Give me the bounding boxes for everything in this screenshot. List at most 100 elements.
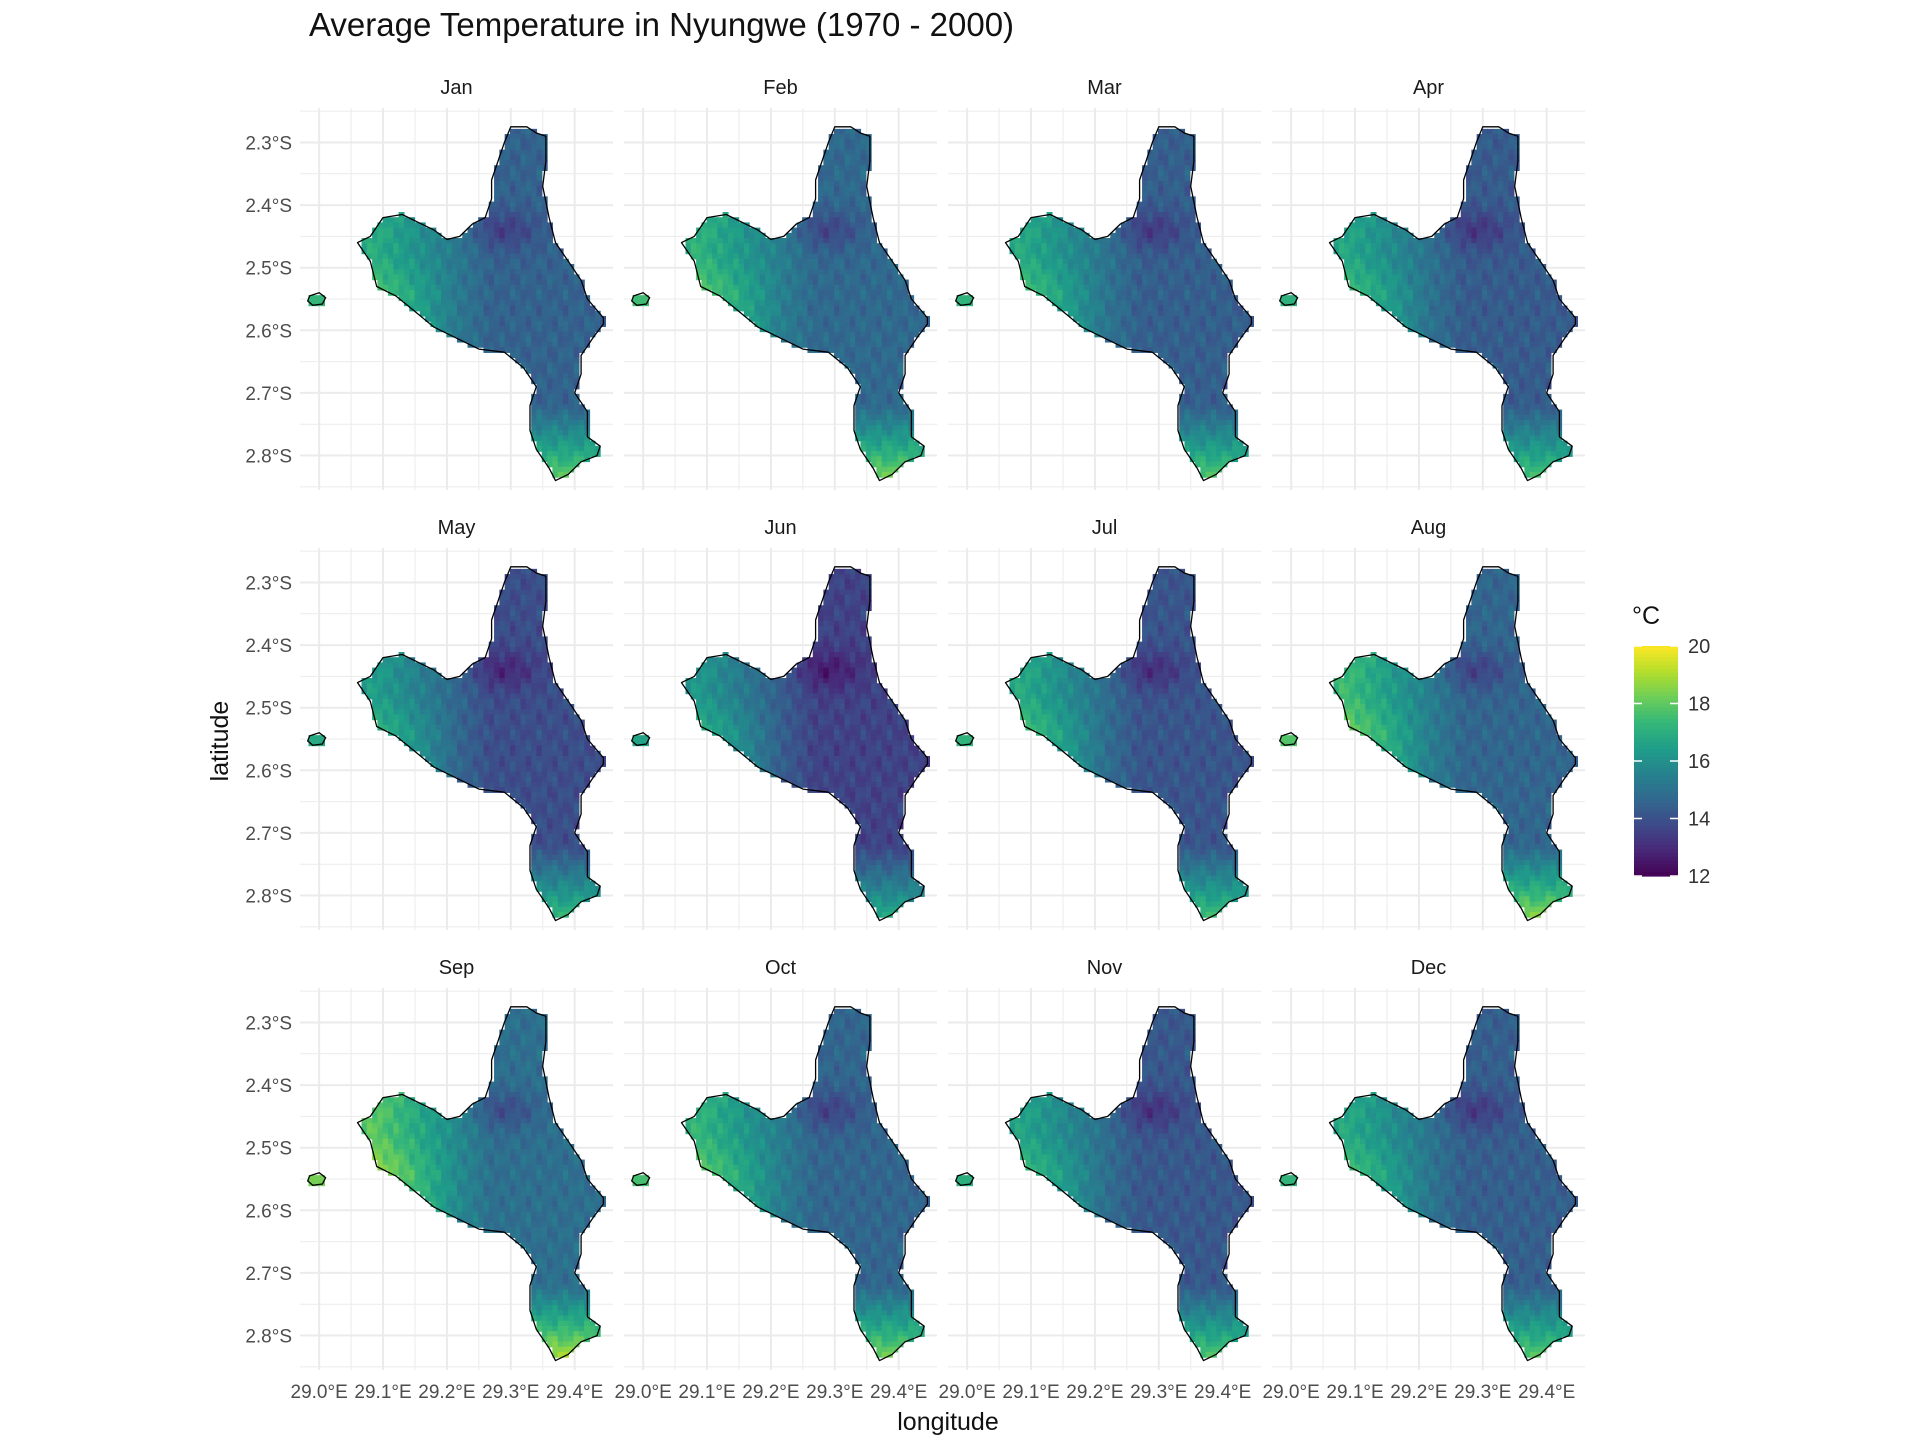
temperature-cell [1046,279,1053,286]
temperature-cell [1540,310,1547,317]
temperature-cell [1460,310,1467,317]
temperature-cell [1184,284,1191,291]
temperature-cell [1540,269,1547,275]
temperature-cell [1407,232,1414,239]
temperature-cell [818,347,824,353]
temperature-cell [881,466,888,473]
temperature-cell [425,274,432,281]
temperature-cell [807,284,814,291]
temperature-cell [786,258,793,265]
temperature-cell [860,212,867,218]
temperature-cell [796,295,803,301]
temperature-cell [871,445,877,452]
temperature-cell [547,238,553,244]
temperature-cell [441,300,447,307]
temperature-cell [1487,274,1494,281]
temperature-cell [1142,274,1148,281]
temperature-cell [1089,253,1095,260]
temperature-cell [488,336,495,343]
temperature-cell [382,269,389,275]
temperature-cell [1534,373,1541,379]
temperature-cell [855,399,862,405]
temperature-cell [1561,315,1568,322]
temperature-cell [1221,362,1228,369]
temperature-cell [1540,331,1547,338]
temperature-cell [509,263,516,270]
temperature-cell [541,315,548,322]
temperature-cell [483,243,490,250]
temperature-cell [1497,357,1504,364]
temperature-cell [531,393,538,400]
temperature-cell [1184,160,1191,166]
temperature-cell [536,367,543,374]
temperature-cell [860,274,867,281]
temperature-cell [1179,284,1186,291]
temperature-cell [1163,196,1170,203]
temperature-cell [419,248,426,255]
temperature-cell [770,279,777,286]
temperature-cell [701,279,708,286]
temperature-cell [791,274,798,281]
temperature-cell [547,232,553,239]
temperature-cell [1423,248,1430,255]
temperature-cell [1221,310,1228,317]
temperature-cell [536,404,543,411]
temperature-cell [1508,331,1515,338]
temperature-cell [1524,315,1531,322]
temperature-cell [1163,170,1170,177]
temperature-cell [775,289,782,296]
temperature-cell [1120,305,1127,312]
temperature-cell [1450,279,1457,286]
temperature-cell [552,263,559,270]
temperature-cell [1365,243,1372,250]
temperature-cell [1083,279,1090,286]
temperature-cell [1513,243,1520,250]
temperature-cell [1540,347,1547,353]
temperature-cell [754,258,761,265]
temperature-cell [1078,295,1085,301]
temperature-cell [1370,227,1377,234]
temperature-cell [515,310,522,317]
temperature-cell [499,217,506,224]
temperature-cell [1051,253,1058,260]
temperature-cell [1360,279,1366,286]
temperature-cell [1428,274,1435,281]
temperature-cell [1104,269,1111,275]
temperature-cell [897,378,904,385]
temperature-cell [765,243,771,250]
temperature-cell [1354,284,1361,291]
temperature-cell [1524,258,1531,265]
temperature-cell [770,269,777,275]
temperature-cell [849,269,856,275]
temperature-cell [1434,336,1441,343]
temperature-cell [1046,238,1053,244]
temperature-cell [573,274,580,281]
temperature-cell [1152,326,1159,333]
temperature-cell [722,295,729,301]
temperature-cell [886,367,893,374]
temperature-cell [802,326,809,333]
temperature-cell [504,170,511,177]
temperature-cell [1126,315,1133,322]
temperature-cell [1370,243,1377,250]
temperature-cell [1152,154,1159,161]
temperature-cell [833,315,840,322]
temperature-cell [855,289,862,296]
temperature-cell [525,341,532,348]
temperature-cell [1487,279,1494,286]
temperature-cell [1036,263,1042,270]
temperature-cell [494,201,500,208]
temperature-cell [1152,284,1159,291]
temperature-cell [802,279,809,286]
temperature-cell [1099,326,1106,333]
temperature-cell [584,445,591,452]
temperature-cell [1513,362,1520,369]
temperature-cell [1110,243,1117,250]
temperature-cell [1216,321,1223,327]
temperature-cell [1157,243,1164,250]
temperature-cell [897,326,904,333]
temperature-cell [871,352,877,359]
temperature-cell [509,217,516,224]
temperature-cell [1466,165,1472,172]
temperature-cell [1492,331,1499,338]
